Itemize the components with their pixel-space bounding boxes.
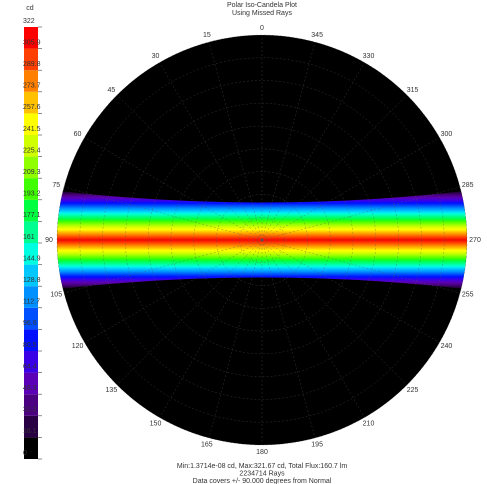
angle-label: 90 <box>45 237 53 244</box>
colorbar-unit: cd <box>26 5 34 12</box>
colorbar-segment <box>24 243 38 265</box>
colorbar-tick-label: 144.9 <box>23 255 41 262</box>
colorbar-segment <box>24 264 38 287</box>
colorbar-segment <box>24 415 38 438</box>
colorbar-tick-label: 177.1 <box>23 212 41 219</box>
colorbar-tick-label: 241.5 <box>23 126 41 133</box>
colorbar-tick-label: 161 <box>23 234 35 241</box>
colorbar-tick-label: 96.6 <box>23 320 37 327</box>
colorbar-segment <box>24 113 38 135</box>
colorbar-segment <box>24 286 38 308</box>
footer-line: 2234714 Rays <box>239 470 285 477</box>
colorbar-tick-label: 16.1 <box>23 428 37 435</box>
colorbar-segment <box>24 372 38 395</box>
angle-label: 60 <box>74 131 82 138</box>
angle-label: 300 <box>441 131 453 138</box>
angle-label: 30 <box>152 53 160 60</box>
angle-label: 165 <box>201 442 213 449</box>
colorbar-tick-label: 32.2 <box>23 407 37 414</box>
colorbar-tick-label: 128.8 <box>23 277 41 284</box>
angle-label: 255 <box>462 292 474 299</box>
colorbar-tick-label: 257.6 <box>23 104 41 111</box>
colorbar-tick-label: 322 <box>23 18 35 25</box>
colorbar-tick-label: 289.8 <box>23 61 41 68</box>
chart-subtitle: Using Missed Rays <box>232 10 292 17</box>
colorbar-segment <box>24 307 38 330</box>
colorbar-tick-label: 112.7 <box>23 299 40 306</box>
colorbar-tick-label: 273.7 <box>23 83 41 90</box>
angle-label: 240 <box>441 343 453 350</box>
angle-label: 315 <box>407 87 419 94</box>
colorbar-segment <box>24 70 38 92</box>
angle-label: 195 <box>311 442 323 449</box>
colorbar-tick-label: 225.4 <box>23 147 41 154</box>
angle-label: 345 <box>311 32 323 39</box>
colorbar-tick-label: 80.5 <box>23 342 37 349</box>
angle-label: 330 <box>363 53 375 60</box>
colorbar-segment <box>24 351 38 373</box>
angle-label: 45 <box>107 87 115 94</box>
polar-grid <box>56 34 468 446</box>
colorbar-segment <box>24 48 38 71</box>
colorbar-segment <box>24 91 38 114</box>
footer-line: Data covers +/- 90.000 degrees from Norm… <box>193 478 332 484</box>
colorbar-tick-label: 48.3 <box>23 385 37 392</box>
colorbar-segment <box>24 437 38 459</box>
colorbar-segment <box>24 329 38 351</box>
angle-label: 135 <box>106 387 118 394</box>
angle-label: 150 <box>150 420 162 427</box>
angle-label: 180 <box>256 449 268 456</box>
colorbar-tick-label: 0 <box>23 450 27 457</box>
grid-ring <box>238 216 286 264</box>
angle-label: 0 <box>260 25 264 32</box>
colorbar-tick-label: 305.9 <box>23 39 41 46</box>
angle-label: 15 <box>203 32 211 39</box>
angle-label: 285 <box>462 182 474 189</box>
colorbar-tick-label: 209.3 <box>23 169 41 176</box>
colorbar-segment <box>24 394 38 416</box>
grid-ring <box>170 148 354 332</box>
grid-ring <box>102 80 422 400</box>
colorbar-segment <box>24 156 38 179</box>
colorbar-tick-label: 64.4 <box>23 363 37 370</box>
chart-title: Polar Iso-Candela Plot <box>227 2 297 9</box>
angle-label: 75 <box>52 182 60 189</box>
colorbar-segment <box>24 135 38 157</box>
colorbar-segment <box>24 199 38 222</box>
angle-label: 270 <box>469 237 481 244</box>
footer-line: Min:1.3714e-08 cd, Max:321.67 cd, Total … <box>177 463 347 470</box>
colorbar-segment <box>24 221 38 243</box>
colorbar-segment <box>24 27 38 49</box>
angle-label: 120 <box>72 343 84 350</box>
angle-label: 210 <box>363 420 375 427</box>
grid-ring <box>79 57 445 423</box>
angle-label: 225 <box>407 387 419 394</box>
angle-label: 105 <box>50 292 62 299</box>
colorbar-segment <box>24 178 38 200</box>
colorbar-tick-label: 193.2 <box>23 191 41 198</box>
